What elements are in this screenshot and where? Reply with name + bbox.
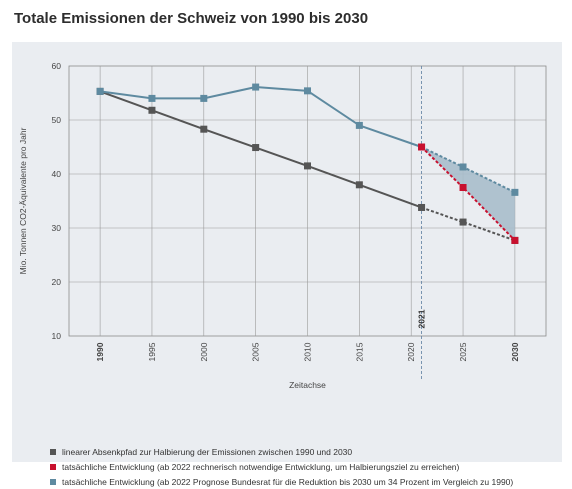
series-marker-2 bbox=[200, 94, 208, 102]
x-tick-label: 2010 bbox=[303, 342, 313, 361]
x-tick-label: 2030 bbox=[510, 342, 520, 361]
legend-swatch-linear-path bbox=[50, 448, 56, 455]
y-axis-label: Mio. Tonnen CO2-Äquivalente pro Jahr bbox=[18, 127, 28, 274]
x-tick-label: 2025 bbox=[458, 342, 468, 361]
x-tick-label: 2000 bbox=[199, 342, 209, 361]
x-tick-label: 2015 bbox=[354, 342, 364, 361]
x-tick-label: 2020 bbox=[406, 342, 416, 361]
series-forecast-line-0 bbox=[421, 206, 516, 242]
legend-swatch-required-path bbox=[50, 463, 56, 470]
y-tick-label: 60 bbox=[52, 61, 62, 71]
series-marker-2 bbox=[252, 83, 260, 91]
series-marker-1 bbox=[459, 184, 467, 191]
series-marker-2 bbox=[355, 121, 363, 129]
x-tick-label: 1990 bbox=[95, 342, 105, 361]
series-marker-0 bbox=[418, 203, 426, 211]
series-marker-2 bbox=[148, 94, 156, 102]
marker-line-label: 2021 bbox=[417, 309, 427, 328]
legend-label-linear-path: linearer Absenkpfad zur Halbierung der E… bbox=[62, 446, 353, 457]
legend-label-required-path: tatsächliche Entwicklung (ab 2022 rechne… bbox=[62, 461, 460, 472]
y-tick-label: 10 bbox=[52, 331, 62, 341]
series-marker-1 bbox=[418, 143, 426, 151]
series-marker-0 bbox=[459, 218, 467, 226]
x-axis-label: Zeitachse bbox=[289, 380, 326, 390]
y-tick-label: 40 bbox=[52, 169, 62, 179]
chart-title: Totale Emissionen der Schweiz von 1990 b… bbox=[14, 10, 369, 27]
series-marker-0 bbox=[355, 181, 363, 189]
legend-swatch-forecast-path bbox=[50, 478, 56, 485]
series-marker-1 bbox=[511, 236, 519, 244]
gap-shaded-area bbox=[421, 147, 515, 241]
series-marker-0 bbox=[304, 162, 311, 170]
legend-item-forecast-path: tatsächliche Entwicklung (ab 2022 Progno… bbox=[50, 474, 513, 489]
series-marker-0 bbox=[200, 125, 208, 133]
legend-item-required-path: tatsächliche Entwicklung (ab 2022 rechne… bbox=[50, 459, 513, 474]
x-tick-label: 1995 bbox=[147, 342, 157, 361]
chart-panel: 10 20 30 40 50 60 1990 1995 2000 2005 2010 2015 2020… bbox=[12, 42, 562, 487]
x-tick-label: 2005 bbox=[251, 342, 261, 361]
series-marker-2 bbox=[96, 87, 104, 95]
legend-label-forecast-path: tatsächliche Entwicklung (ab 2022 Progno… bbox=[62, 476, 514, 487]
series-marker-0 bbox=[148, 106, 156, 114]
series-marker-0 bbox=[252, 144, 260, 152]
chart-legend: linearer Absenkpfad zur Halbierung der E… bbox=[50, 444, 513, 489]
series-marker-2 bbox=[304, 87, 311, 95]
series-marker-2 bbox=[511, 188, 519, 196]
y-tick-label: 20 bbox=[52, 277, 62, 287]
legend-item-linear-path: linearer Absenkpfad zur Halbierung der E… bbox=[50, 444, 513, 459]
y-tick-label: 30 bbox=[52, 223, 62, 233]
y-tick-label: 50 bbox=[52, 115, 62, 125]
series-marker-2 bbox=[459, 163, 467, 171]
